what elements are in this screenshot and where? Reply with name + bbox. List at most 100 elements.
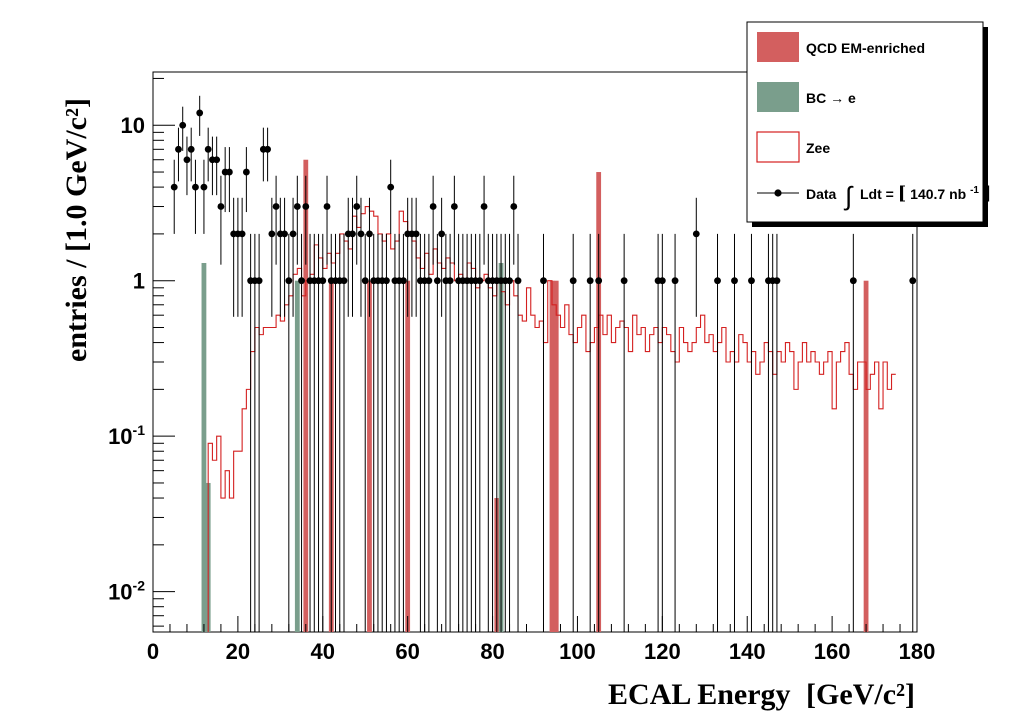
y-tick-label-2: 1 [133,269,145,294]
data-point-77 [476,277,484,285]
data-point-28 [268,230,276,238]
data-point-71 [450,203,458,210]
data-point-8 [183,156,191,164]
data-point-105 [595,277,603,285]
legend-label-data: Data [806,186,837,202]
data-point-13 [204,145,212,153]
x-tick-label-120: 120 [644,639,681,664]
legend-annotation-exp: -1 [970,185,979,196]
data-point-47 [349,230,356,238]
data-point-21 [238,230,246,238]
data-point-55 [383,277,390,285]
data-point-6 [175,145,182,153]
data-point-85 [510,203,518,210]
data-point-123 [671,277,679,285]
data-point-86 [514,277,522,285]
data-point-66 [429,203,437,210]
x-tick-label-40: 40 [311,639,335,664]
y-tick-label-3: 10 [121,113,145,138]
qcd-bar-51 [367,280,372,632]
data-point-65 [425,277,433,285]
data-point-40 [319,277,327,285]
data-point-67 [433,277,441,285]
legend-label-qcd: QCD EM-enriched [806,40,925,56]
data-point-16 [217,203,225,210]
data-point-51 [366,230,373,238]
data-point-147 [773,277,781,285]
legend-annotation-prefix: Ldt = [860,186,898,202]
legend: QCD EM-enriched BC → e Zee Data ∫ Ldt = … [746,21,991,227]
data-point-36 [302,203,310,210]
legend-label-bc: BC → e [806,90,856,106]
data-point-165 [849,277,857,285]
legend-label-zee: Zee [806,140,830,156]
x-axis-title-text: ECAL Energy [608,678,791,711]
data-point-5 [170,183,178,191]
x-axis-title-unit: [GeV/c²] [806,678,915,711]
data-point-84 [506,277,513,285]
data-point-133 [714,277,721,285]
series-layer [170,95,917,632]
data-point-128 [692,230,700,238]
integral-sign: ∫ [843,181,854,211]
data-point-70 [446,277,454,285]
data-point-45 [340,277,348,285]
data-point-15 [213,156,221,164]
data-point-9 [187,145,195,153]
x-tick-label-80: 80 [480,639,504,664]
y-tick-exp-1: -1 [133,422,146,438]
qcd-bar-168 [863,280,869,632]
data-point-32 [285,277,293,285]
data-point-11 [196,109,204,117]
data-point-56 [387,183,395,191]
y-axis-title-text: entries / [1.0 GeV/c²] [60,98,93,362]
data-point-41 [323,203,331,210]
x-tick-label-140: 140 [729,639,766,664]
x-tick-label-100: 100 [559,639,596,664]
legend-swatch-qcd [757,32,799,62]
qcd-bar-60 [405,280,411,632]
x-tick-label-0: 0 [147,639,159,664]
bc-bar-34 [294,280,300,632]
data-point-48 [353,203,361,210]
legend-swatch-zee [756,131,800,163]
x-tick-label-60: 60 [395,639,419,664]
data-point-92 [540,277,547,285]
data-point-137 [731,277,738,285]
x-tick-label-160: 160 [814,639,851,664]
data-point-18 [226,168,233,176]
data-point-12 [200,183,208,191]
data-point-120 [658,277,666,285]
data-point-179 [909,277,917,285]
legend-annotation-close: ] [983,183,992,204]
data-point-22 [242,168,250,176]
legend-swatch-bc [757,82,799,112]
data-point-59 [400,277,407,285]
data-point-27 [264,145,271,153]
data-point-103 [586,277,594,285]
data-point-62 [412,230,420,238]
x-tick-label-20: 20 [226,639,250,664]
y-axis-title: entries / [1.0 GeV/c²] [60,98,93,362]
legend-annotation-open: [ [898,183,907,204]
qcd-bar-36 [303,159,309,632]
data-point-68 [438,230,446,238]
legend-annotation-lumi: Ldt = [ 140.7 nb -1 ] [860,180,991,204]
bc-bar-12 [201,262,207,632]
data-point-141 [748,277,755,285]
data-point-49 [357,230,365,238]
data-point-50 [361,277,369,285]
y-tick-exp-0: -2 [133,578,146,594]
y-tick-label-1: 10-1 [108,422,145,449]
data-point-10 [192,183,199,191]
qcd-bar-94 [549,280,555,632]
data-point-31 [281,230,288,238]
data-point-7 [179,121,187,129]
legend-label-data-name: Data [806,186,837,202]
y-tick-base-1: 10 [108,424,132,449]
data-point-25 [255,277,263,285]
data-point-35 [298,277,305,285]
data-point-33 [289,230,297,238]
